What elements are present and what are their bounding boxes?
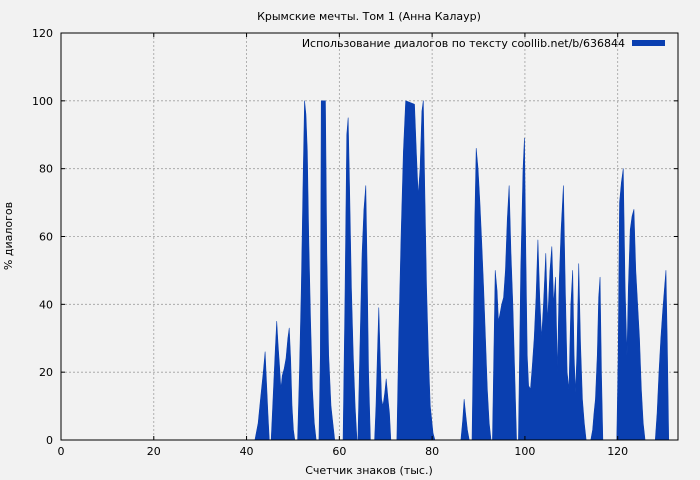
series-area-fill [60, 100, 679, 441]
series-area [60, 100, 679, 441]
x-tick-label: 100 [514, 445, 535, 458]
y-axis-label: % диалогов [2, 202, 15, 270]
x-tick-label: 60 [332, 445, 346, 458]
grid [61, 33, 678, 440]
x-axis-label: Счетчик знаков (тыс.) [305, 464, 433, 477]
legend-swatch [632, 40, 665, 46]
chart-title: Крымские мечты. Том 1 (Анна Калаур) [257, 10, 481, 23]
legend: Использование диалогов по тексту coollib… [302, 37, 665, 50]
x-tick-label: 120 [607, 445, 628, 458]
y-tick-label: 60 [39, 231, 53, 244]
y-tick-label: 100 [32, 95, 53, 108]
y-tick-label: 120 [32, 27, 53, 40]
y-tick-label: 0 [46, 434, 53, 447]
y-tick-label: 80 [39, 163, 53, 176]
x-tick-label: 80 [425, 445, 439, 458]
y-tick-label: 40 [39, 298, 53, 311]
legend-label: Использование диалогов по тексту coollib… [302, 37, 625, 50]
y-tick-label: 20 [39, 366, 53, 379]
y-axis: 0 20 40 60 80 100 120 [32, 27, 678, 447]
x-axis: 0 20 40 60 80 100 120 [58, 33, 628, 458]
x-tick-label: 40 [240, 445, 254, 458]
x-tick-label: 20 [147, 445, 161, 458]
x-tick-label: 0 [58, 445, 65, 458]
